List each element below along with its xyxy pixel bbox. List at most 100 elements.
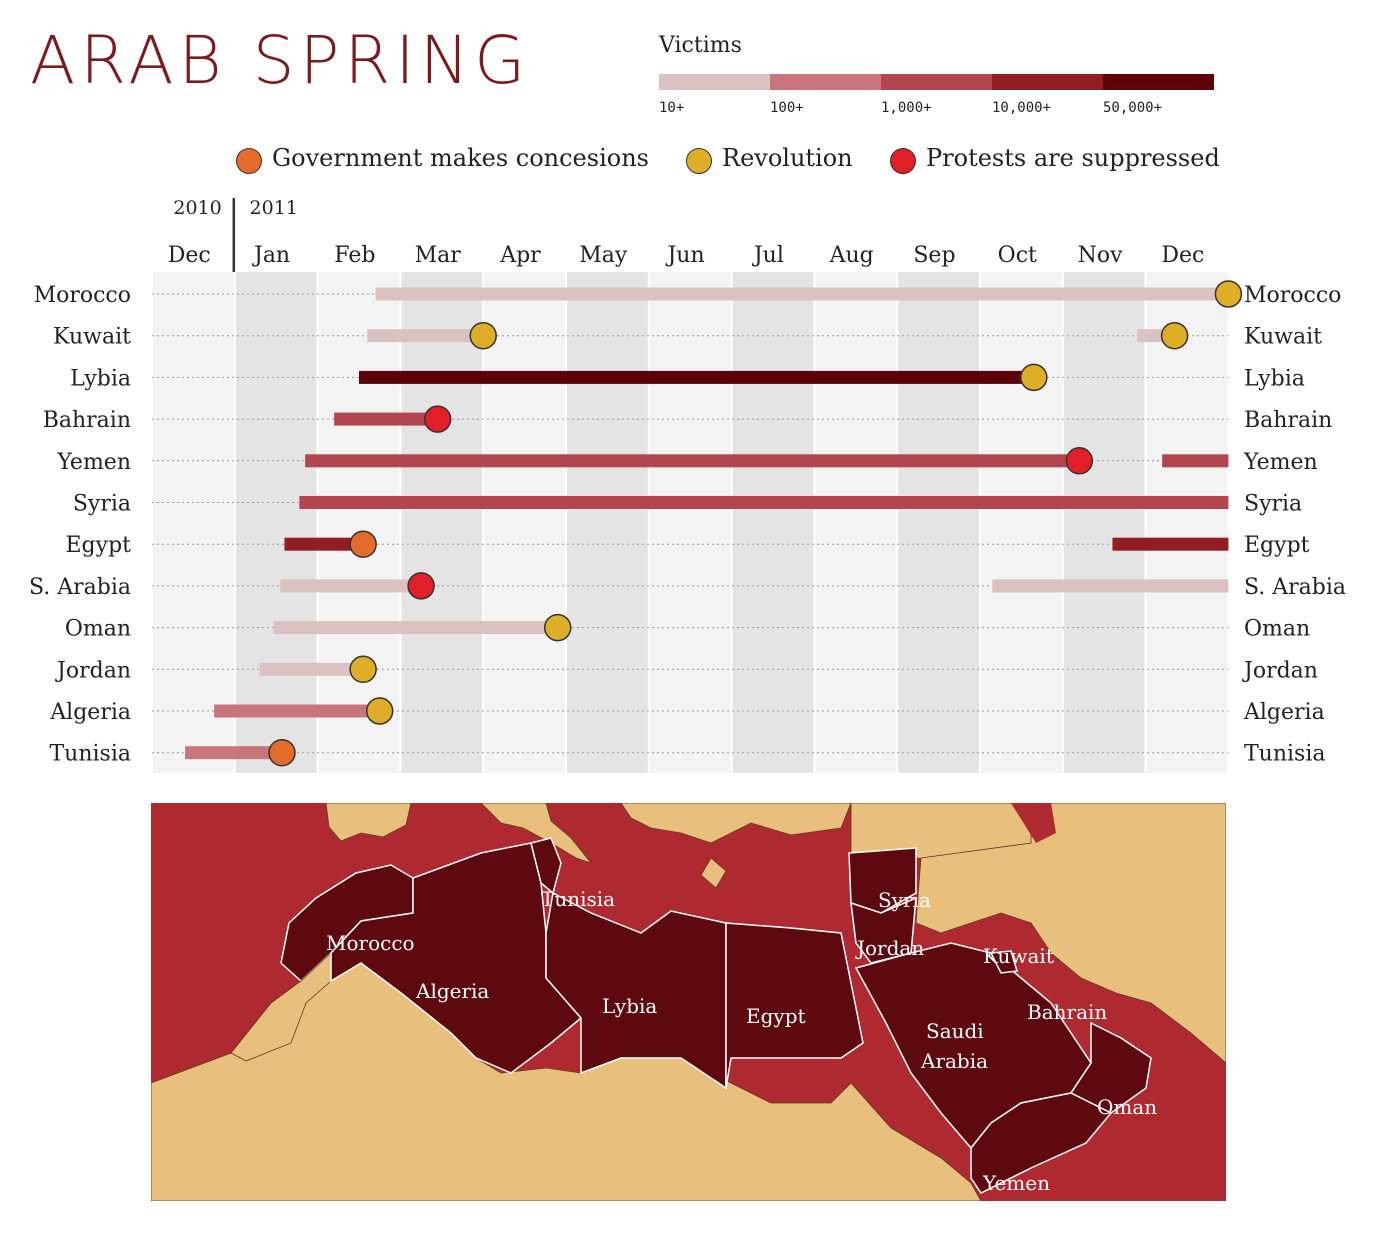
year-label: 2010 [173,197,221,219]
outcome-marker [543,613,572,642]
country-label-right: Jordan [1242,658,1318,683]
month-label: Nov [1078,243,1123,268]
year-label: 2011 [250,197,298,219]
scale-swatch-100 [770,74,881,90]
egypt-shape [725,922,864,1089]
crete-land [700,857,727,889]
month-label: Dec [168,243,211,268]
legend-label-suppressed: Protests are suppressed [926,144,1220,172]
outcome-marker [349,655,377,684]
scale-swatch-10 [659,74,770,90]
outcome-marker [423,405,452,433]
map-label-arabia: Arabia [920,1049,988,1073]
month-band [567,272,648,773]
timeline-chart: 2010 2011 Dec Jan Feb Mar Apr May Jun Jul Aug Sep Oc… [29,197,1346,773]
victims-bar [185,746,282,760]
month-label: Jan [252,243,290,268]
country-label-right: Algeria [1243,700,1325,725]
outcome-marker [1065,447,1094,475]
caspian-sea [1011,803,1056,843]
outcome-marker [1160,321,1189,350]
oman-shape [1069,1021,1152,1114]
victims-bar [375,287,1229,301]
outcome-marker [407,572,435,600]
victims-bar [284,537,364,551]
month-label: Apr [499,243,541,268]
victims-bar [299,496,1229,509]
victims-bar [1162,454,1229,468]
scale-swatch-1000 [881,74,992,90]
legend-label-concessions: Government makes concesions [272,144,649,172]
page-title: ARAB SPRING [30,22,531,99]
outcome-marker [469,321,497,350]
legend-dot-revolution [686,148,712,174]
country-label-right: Lybia [1244,366,1305,391]
country-label-left: Lybia [70,366,131,391]
victims-bar [214,704,380,718]
outcome-marker [268,738,296,767]
month-band [153,272,234,773]
victims-bar [259,662,364,676]
country-label-left: Morocco [34,283,131,308]
tunisia-shape [530,837,562,895]
month-band [484,272,565,773]
scale-label-10: 10+ [659,100,685,116]
country-label-left: Kuwait [53,325,131,350]
legend-dot-suppressed [890,148,916,174]
country-label-right: Bahrain [1244,408,1332,433]
map-label-egypt: Egypt [746,1004,806,1028]
month-band [1146,272,1228,773]
month-band [981,272,1062,773]
country-label-right: Syria [1244,492,1302,517]
month-band [649,272,731,773]
country-label-right: Egypt [1244,533,1310,558]
month-label: Sep [913,243,955,268]
legend-label-revolution: Revolution [722,144,853,172]
scale-swatch-10000 [992,74,1103,90]
victims-bar [359,370,1034,384]
libya-shape [545,891,727,1090]
outcome-marker [1214,280,1243,308]
country-label-left: Egypt [66,533,132,558]
scale-swatch-50000 [1103,74,1214,90]
iberia-land [325,803,412,842]
month-label: Mar [415,243,462,268]
month-label: Oct [998,243,1037,268]
country-label-left: Yemen [56,450,131,475]
month-label: Aug [829,243,874,268]
map-label-lybia: Lybia [602,994,657,1018]
outcome-marker [349,530,377,558]
scale-label-100: 100+ [770,100,804,116]
month-band [815,272,897,773]
country-label-right: S. Arabia [1244,575,1346,600]
victims-bar [280,579,422,593]
syria-shape [848,847,917,914]
country-label-left: Algeria [49,700,131,725]
map-label-saudi: Saudi [926,1019,984,1043]
region-map: Morocco Algeria Tunisia Lybia Egypt Syri… [151,803,1226,1201]
victims-bar [334,412,438,426]
scale-label-10000: 10,000+ [992,100,1052,116]
month-band [1063,272,1145,773]
kuwait-shape [989,950,1018,974]
map-label-bahrain: Bahrain [1027,1000,1107,1024]
country-label-left: Syria [73,492,131,517]
victims-bar [992,579,1229,593]
month-band [401,272,483,773]
scale-label-1000: 1,000+ [881,100,932,116]
map-label-kuwait: Kuwait [983,944,1054,968]
map-label-morocco: Morocco [326,931,415,955]
yemen-shape [970,1092,1113,1194]
victims-bar [305,454,1080,468]
victims-scale-title: Victims [659,33,742,58]
map-label-yemen: Yemen [982,1171,1050,1195]
month-band [318,272,400,773]
country-label-right: Kuwait [1244,325,1322,350]
country-label-right: Oman [1244,617,1310,642]
country-label-left: Oman [65,617,131,642]
victims-bar [1112,537,1229,551]
legend-dot-concessions [236,148,262,174]
month-label: May [579,243,628,268]
country-label-right: Tunisia [1244,742,1326,767]
italy-land [480,803,593,864]
